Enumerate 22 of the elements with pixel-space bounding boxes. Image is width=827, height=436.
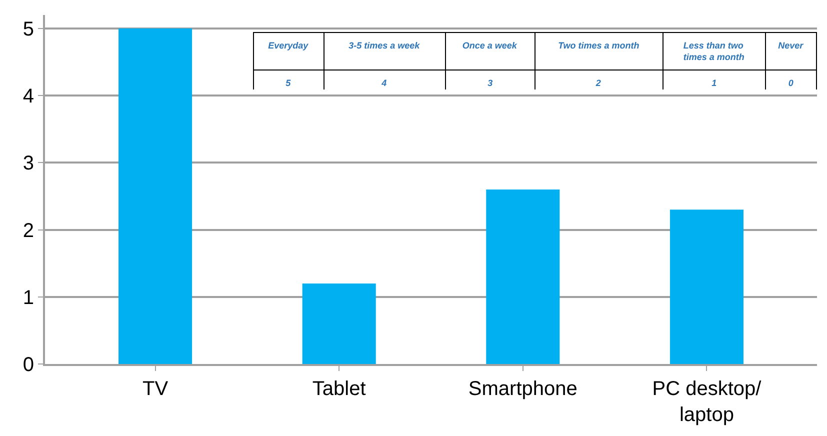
annotation: 1 xyxy=(712,78,717,88)
x-tick-label: TV xyxy=(142,378,169,400)
y-tick-label: 0 xyxy=(22,354,34,376)
annotation: Two times a month xyxy=(558,40,640,50)
annotation: Never xyxy=(778,40,804,50)
annotation: Once a week xyxy=(462,40,518,50)
annotation: Everyday xyxy=(268,40,310,50)
annotation: Less than two times a month xyxy=(683,40,745,62)
annotation: 5 xyxy=(286,78,292,88)
y-tick-label: 1 xyxy=(22,286,34,309)
y-tick-label: 4 xyxy=(22,86,34,108)
y-tick-label: 2 xyxy=(22,220,34,242)
annotation: 2 xyxy=(594,78,601,88)
annotation: 3-5 times a week xyxy=(348,40,421,50)
y-tick-label: 5 xyxy=(22,18,34,40)
x-tick-label: PC desktop/ laptop xyxy=(652,378,762,426)
annotation: 3 xyxy=(488,78,493,88)
y-tick-label: 3 xyxy=(22,152,34,175)
annotation: 4 xyxy=(380,78,387,88)
annotation: 0 xyxy=(788,78,794,88)
x-tick-label: Tablet xyxy=(312,378,366,400)
x-tick-label: Smartphone xyxy=(468,378,578,400)
